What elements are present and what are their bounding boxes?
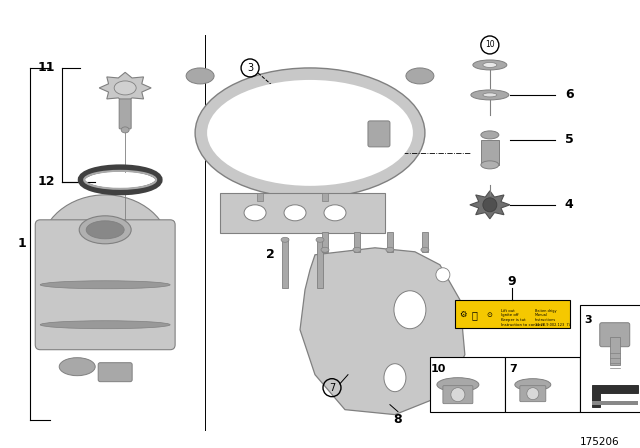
Ellipse shape [437, 378, 479, 392]
Text: Lift out
Ignite off
Keeper is tut
Instruction to connect: Lift out Ignite off Keeper is tut Instru… [501, 309, 544, 327]
Ellipse shape [421, 247, 429, 252]
FancyBboxPatch shape [35, 220, 175, 350]
Ellipse shape [473, 60, 507, 70]
FancyBboxPatch shape [119, 99, 131, 129]
Ellipse shape [394, 291, 426, 329]
Text: 4: 4 [564, 198, 573, 211]
Ellipse shape [195, 68, 425, 198]
Text: 3: 3 [247, 63, 253, 73]
FancyBboxPatch shape [443, 386, 473, 404]
Bar [322, 232, 328, 252]
Ellipse shape [386, 247, 394, 252]
Ellipse shape [321, 247, 329, 252]
Ellipse shape [207, 80, 413, 186]
Text: ⚙: ⚙ [459, 310, 467, 319]
FancyBboxPatch shape [600, 323, 630, 347]
Text: 12: 12 [38, 175, 55, 188]
Bar [317, 238, 323, 288]
Text: ⊙: ⊙ [487, 312, 493, 318]
Text: 5: 5 [564, 134, 573, 146]
Text: 6: 6 [564, 88, 573, 101]
FancyBboxPatch shape [505, 357, 580, 412]
Ellipse shape [186, 68, 214, 84]
Ellipse shape [244, 205, 266, 221]
Ellipse shape [114, 81, 136, 95]
Ellipse shape [121, 127, 129, 133]
Ellipse shape [483, 62, 497, 68]
Text: 1: 1 [18, 237, 27, 250]
Ellipse shape [324, 205, 346, 221]
FancyBboxPatch shape [368, 121, 390, 147]
Circle shape [451, 388, 465, 402]
Ellipse shape [481, 131, 499, 139]
Ellipse shape [483, 93, 497, 97]
Ellipse shape [353, 247, 361, 252]
Ellipse shape [79, 216, 131, 244]
Bar [481, 140, 499, 165]
Bar [354, 232, 360, 252]
Text: Beiten drigy
Manual
Instructions
11.20.9.002.123  74: Beiten drigy Manual Instructions 11.20.9… [535, 309, 571, 327]
Polygon shape [99, 72, 151, 103]
Polygon shape [470, 191, 510, 219]
Bar [422, 232, 428, 252]
FancyBboxPatch shape [520, 386, 546, 402]
Ellipse shape [515, 379, 551, 391]
Text: 8: 8 [394, 413, 403, 426]
Text: 3: 3 [584, 315, 591, 325]
Ellipse shape [40, 281, 170, 289]
Ellipse shape [86, 221, 124, 239]
Polygon shape [592, 385, 637, 407]
Text: 7: 7 [329, 383, 335, 392]
Bar [257, 193, 263, 201]
Ellipse shape [316, 237, 324, 242]
Circle shape [436, 268, 450, 282]
Ellipse shape [40, 195, 170, 305]
Bar [282, 238, 288, 288]
FancyBboxPatch shape [430, 357, 505, 412]
Text: 2: 2 [266, 248, 275, 261]
Polygon shape [300, 248, 465, 415]
FancyBboxPatch shape [98, 363, 132, 382]
Bar [387, 232, 393, 252]
Ellipse shape [40, 321, 170, 329]
Text: 11: 11 [38, 61, 55, 74]
Text: 9: 9 [508, 275, 516, 288]
Polygon shape [220, 193, 385, 233]
Circle shape [527, 388, 539, 400]
Ellipse shape [60, 358, 95, 376]
Bar [322, 193, 328, 201]
Text: 10: 10 [485, 40, 495, 49]
FancyBboxPatch shape [455, 300, 570, 328]
Text: 175206: 175206 [580, 437, 620, 447]
Ellipse shape [471, 90, 509, 100]
Text: 7: 7 [509, 364, 516, 374]
Bar [592, 401, 637, 405]
FancyBboxPatch shape [580, 305, 640, 412]
Ellipse shape [481, 161, 499, 169]
Text: 10: 10 [430, 364, 445, 374]
Circle shape [483, 198, 497, 212]
Text: 🚶: 🚶 [472, 310, 477, 320]
Ellipse shape [284, 205, 306, 221]
Bar [610, 337, 620, 365]
Ellipse shape [281, 237, 289, 242]
Ellipse shape [384, 364, 406, 392]
Ellipse shape [406, 68, 434, 84]
